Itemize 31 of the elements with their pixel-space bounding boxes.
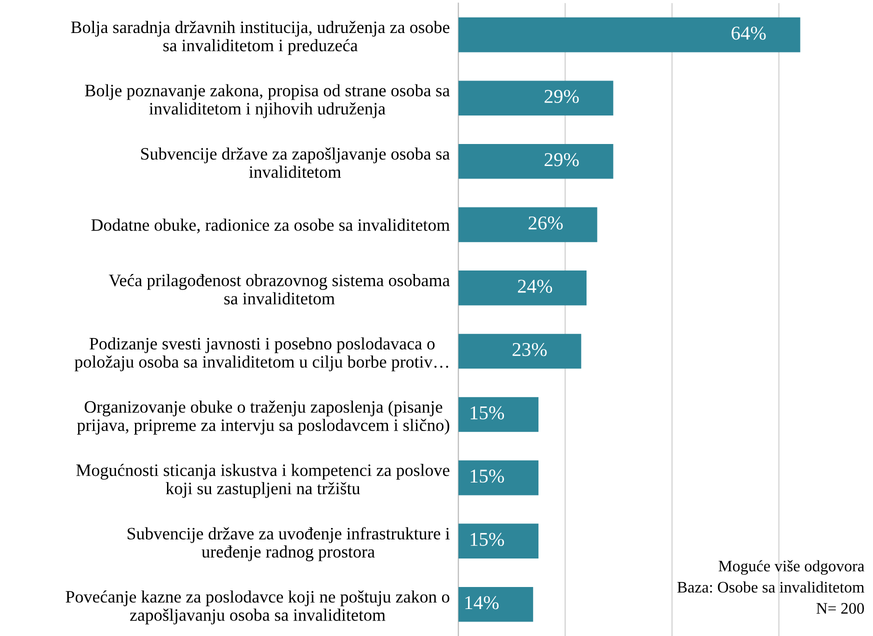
data-label: 15% [470, 470, 504, 483]
y-tick-label: Podizanje svesti javnosti i posebno poslodavaca o položaju osoba sa invaliditetom u cilju borbe protiv… [74, 337, 448, 372]
bar [458, 460, 538, 496]
bar [458, 144, 614, 179]
data-label: 29% [544, 90, 579, 104]
bar [458, 80, 614, 116]
data-label: 26% [528, 216, 563, 230]
bar [458, 207, 598, 242]
y-tick-label: Bolje poznavanje zakona, propisa od strane osoba sa invaliditetom i njihovih udruženja [85, 84, 450, 118]
y-tick-label: Subvencije države za zapošljavanje osoba sa invaliditetom [141, 147, 450, 178]
data-label: 15% [470, 532, 504, 546]
data-label: 24% [518, 280, 552, 293]
data-label: 14% [465, 596, 499, 610]
y-tick-label: Mogućnosti sticanja iskustva i kompetenci za poslove koji su zastupljeni na tržištu [76, 464, 450, 498]
data-label: 23% [512, 342, 547, 356]
y-tick-label: Veća prilagođenost obrazovnog sistema osobama sa invaliditetom [108, 274, 450, 304]
y-tick-label: Povećanje kazne za poslodavce koji ne poštuju zakon o zapošljavanju osoba sa invaliditetom [66, 590, 450, 624]
y-tick-label: Subvencije države za uvođenje infrastrukture i uređenje radnog prostora [128, 527, 450, 562]
annotation: Moguće više odgovora Baza: Osobe sa invaliditetom N= 200 [677, 560, 864, 614]
data-label: 15% [470, 406, 504, 420]
bar [458, 586, 534, 622]
bar [458, 334, 582, 369]
bar [458, 397, 538, 432]
y-tick-label: Bolja saradnja državnih institucija, udruženja za osobe sa invaliditetom i preduzeća [71, 20, 450, 55]
y-tick-label: Dodatne obuke, radionice za osobe sa invaliditetom [91, 218, 450, 234]
data-label: 29% [544, 153, 579, 166]
y-tick-label: Organizovanje obuke o traženju zaposlenja (pisanje prijava, pripreme za intervju sa poslodavcem i slično) [77, 400, 450, 435]
bar [458, 270, 587, 306]
bar [458, 524, 538, 558]
bar [458, 17, 800, 52]
data-label: 64% [732, 26, 766, 40]
